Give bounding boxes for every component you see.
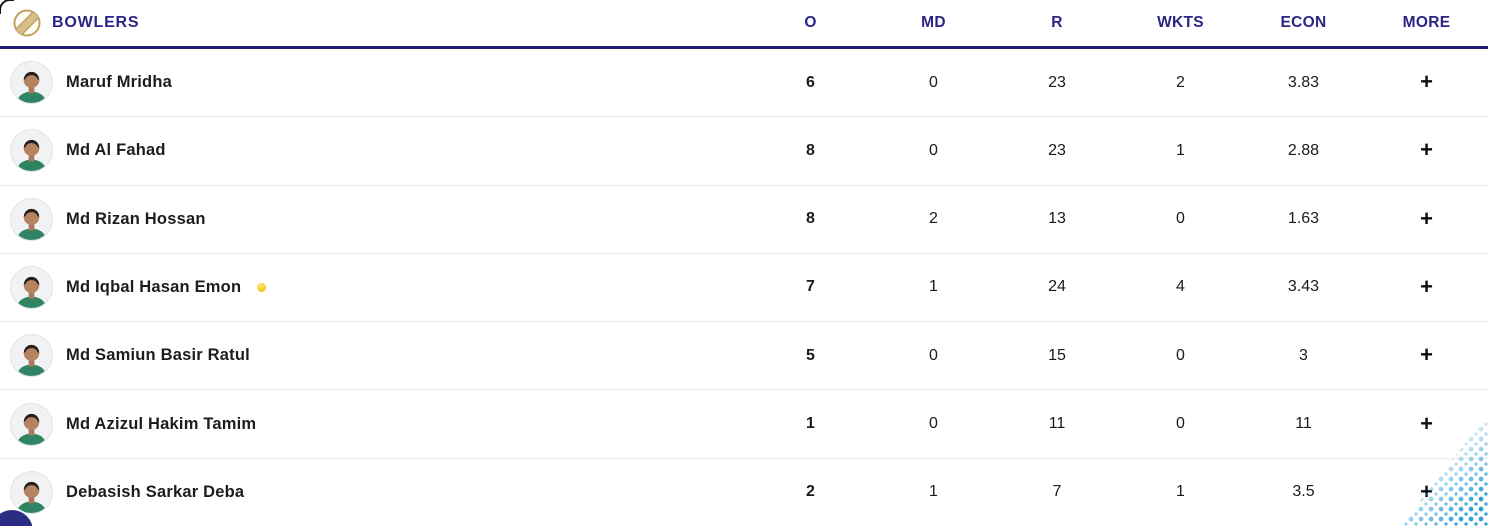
table-body: Maruf Mridha 6 0 23 2 3.83 +	[0, 49, 1488, 526]
player-cell: Md Al Fahad	[0, 129, 749, 173]
maidens-value: 1	[929, 278, 938, 296]
player-cell: Md Samiun Basir Ratul	[0, 334, 749, 378]
wickets-value: 1	[1176, 141, 1185, 159]
player-name[interactable]: Md Rizan Hossan	[66, 209, 206, 228]
wickets-value: 2	[1176, 73, 1185, 91]
economy-value: 3	[1299, 346, 1308, 364]
player-avatar[interactable]	[10, 470, 53, 514]
runs-value: 23	[1048, 73, 1066, 91]
column-header-runs: R	[1051, 14, 1063, 31]
overs-value: 6	[806, 73, 815, 91]
maidens-value: 0	[929, 141, 938, 159]
player-cell: Md Iqbal Hasan Emon	[0, 265, 749, 309]
maidens-value: 2	[929, 210, 938, 228]
overs-value: 7	[806, 278, 815, 296]
current-bowler-indicator-icon	[257, 282, 267, 292]
economy-value: 3.83	[1287, 73, 1320, 91]
bowler-row: Md Iqbal Hasan Emon 7 1 24 4 3.43 +	[0, 252, 1488, 321]
economy-value: 3.43	[1287, 278, 1320, 296]
column-header-more: MORE	[1402, 14, 1451, 31]
runs-value: 11	[1048, 415, 1066, 433]
column-header-economy: ECON	[1280, 14, 1327, 31]
expand-row-button[interactable]: +	[1420, 69, 1433, 95]
player-name[interactable]: Md Iqbal Hasan Emon	[66, 277, 242, 296]
player-name[interactable]: Debasish Sarkar Deba	[66, 482, 245, 501]
runs-value: 13	[1048, 210, 1066, 228]
wickets-value: 4	[1176, 278, 1185, 296]
wickets-value: 1	[1176, 483, 1185, 501]
maidens-value: 0	[929, 415, 938, 433]
runs-value: 7	[1052, 483, 1062, 501]
player-name[interactable]: Maruf Mridha	[66, 73, 172, 92]
player-avatar[interactable]	[10, 129, 53, 173]
player-cell: Md Rizan Hossan	[0, 197, 749, 241]
player-avatar[interactable]	[10, 402, 53, 446]
player-avatar[interactable]	[10, 197, 53, 241]
runs-value: 24	[1048, 278, 1066, 296]
column-header-maidens: MD	[921, 14, 946, 31]
overs-value: 8	[806, 141, 815, 159]
bowler-row: Md Samiun Basir Ratul 5 0 15 0 3 +	[0, 321, 1488, 389]
expand-row-button[interactable]: +	[1420, 478, 1433, 504]
player-avatar[interactable]	[10, 265, 53, 309]
table-header-row: BOWLERS O MD R WKTS ECON MORE	[0, 0, 1488, 49]
economy-value: 1.63	[1287, 210, 1320, 228]
bowler-row: Md Rizan Hossan 8 2 13 0 1.63 +	[0, 184, 1488, 253]
table-title: BOWLERS	[52, 14, 140, 31]
table-title-cell: BOWLERS	[0, 9, 749, 37]
player-avatar[interactable]	[10, 61, 53, 105]
wickets-value: 0	[1176, 346, 1185, 364]
expand-row-button[interactable]: +	[1420, 137, 1433, 163]
runs-value: 23	[1048, 141, 1066, 159]
player-name[interactable]: Md Azizul Hakim Tamim	[66, 414, 257, 433]
economy-value: 11	[1295, 415, 1312, 433]
player-cell: Md Azizul Hakim Tamim	[0, 402, 749, 446]
bowler-row: Maruf Mridha 6 0 23 2 3.83 +	[0, 49, 1488, 116]
economy-value: 3.5	[1292, 483, 1315, 501]
runs-value: 15	[1048, 346, 1066, 364]
bowler-row: Md Al Fahad 8 0 23 1 2.88 +	[0, 116, 1488, 184]
column-header-overs: O	[804, 14, 817, 31]
player-avatar[interactable]	[10, 334, 53, 378]
wickets-value: 0	[1176, 415, 1185, 433]
bowler-row: Debasish Sarkar Deba 2 1 7 1 3.5 +	[0, 457, 1488, 526]
expand-row-button[interactable]: +	[1420, 342, 1433, 368]
overs-value: 8	[806, 210, 815, 228]
player-name[interactable]: Md Samiun Basir Ratul	[66, 346, 250, 365]
maidens-value: 0	[929, 73, 938, 91]
overs-value: 5	[806, 346, 815, 364]
maidens-value: 1	[929, 483, 938, 501]
maidens-value: 0	[929, 346, 938, 364]
expand-row-button[interactable]: +	[1420, 273, 1433, 299]
wickets-value: 0	[1176, 210, 1185, 228]
player-cell: Debasish Sarkar Deba	[0, 470, 749, 514]
overs-value: 1	[806, 415, 815, 433]
bowler-row: Md Azizul Hakim Tamim 1 0 11 0 11 +	[0, 389, 1488, 457]
cricket-ball-icon	[13, 9, 41, 37]
expand-row-button[interactable]: +	[1420, 205, 1433, 231]
expand-row-button[interactable]: +	[1420, 410, 1433, 436]
economy-value: 2.88	[1287, 141, 1320, 159]
column-header-wickets: WKTS	[1157, 14, 1204, 31]
player-cell: Maruf Mridha	[0, 61, 749, 105]
player-name[interactable]: Md Al Fahad	[66, 141, 166, 160]
overs-value: 2	[806, 483, 815, 501]
